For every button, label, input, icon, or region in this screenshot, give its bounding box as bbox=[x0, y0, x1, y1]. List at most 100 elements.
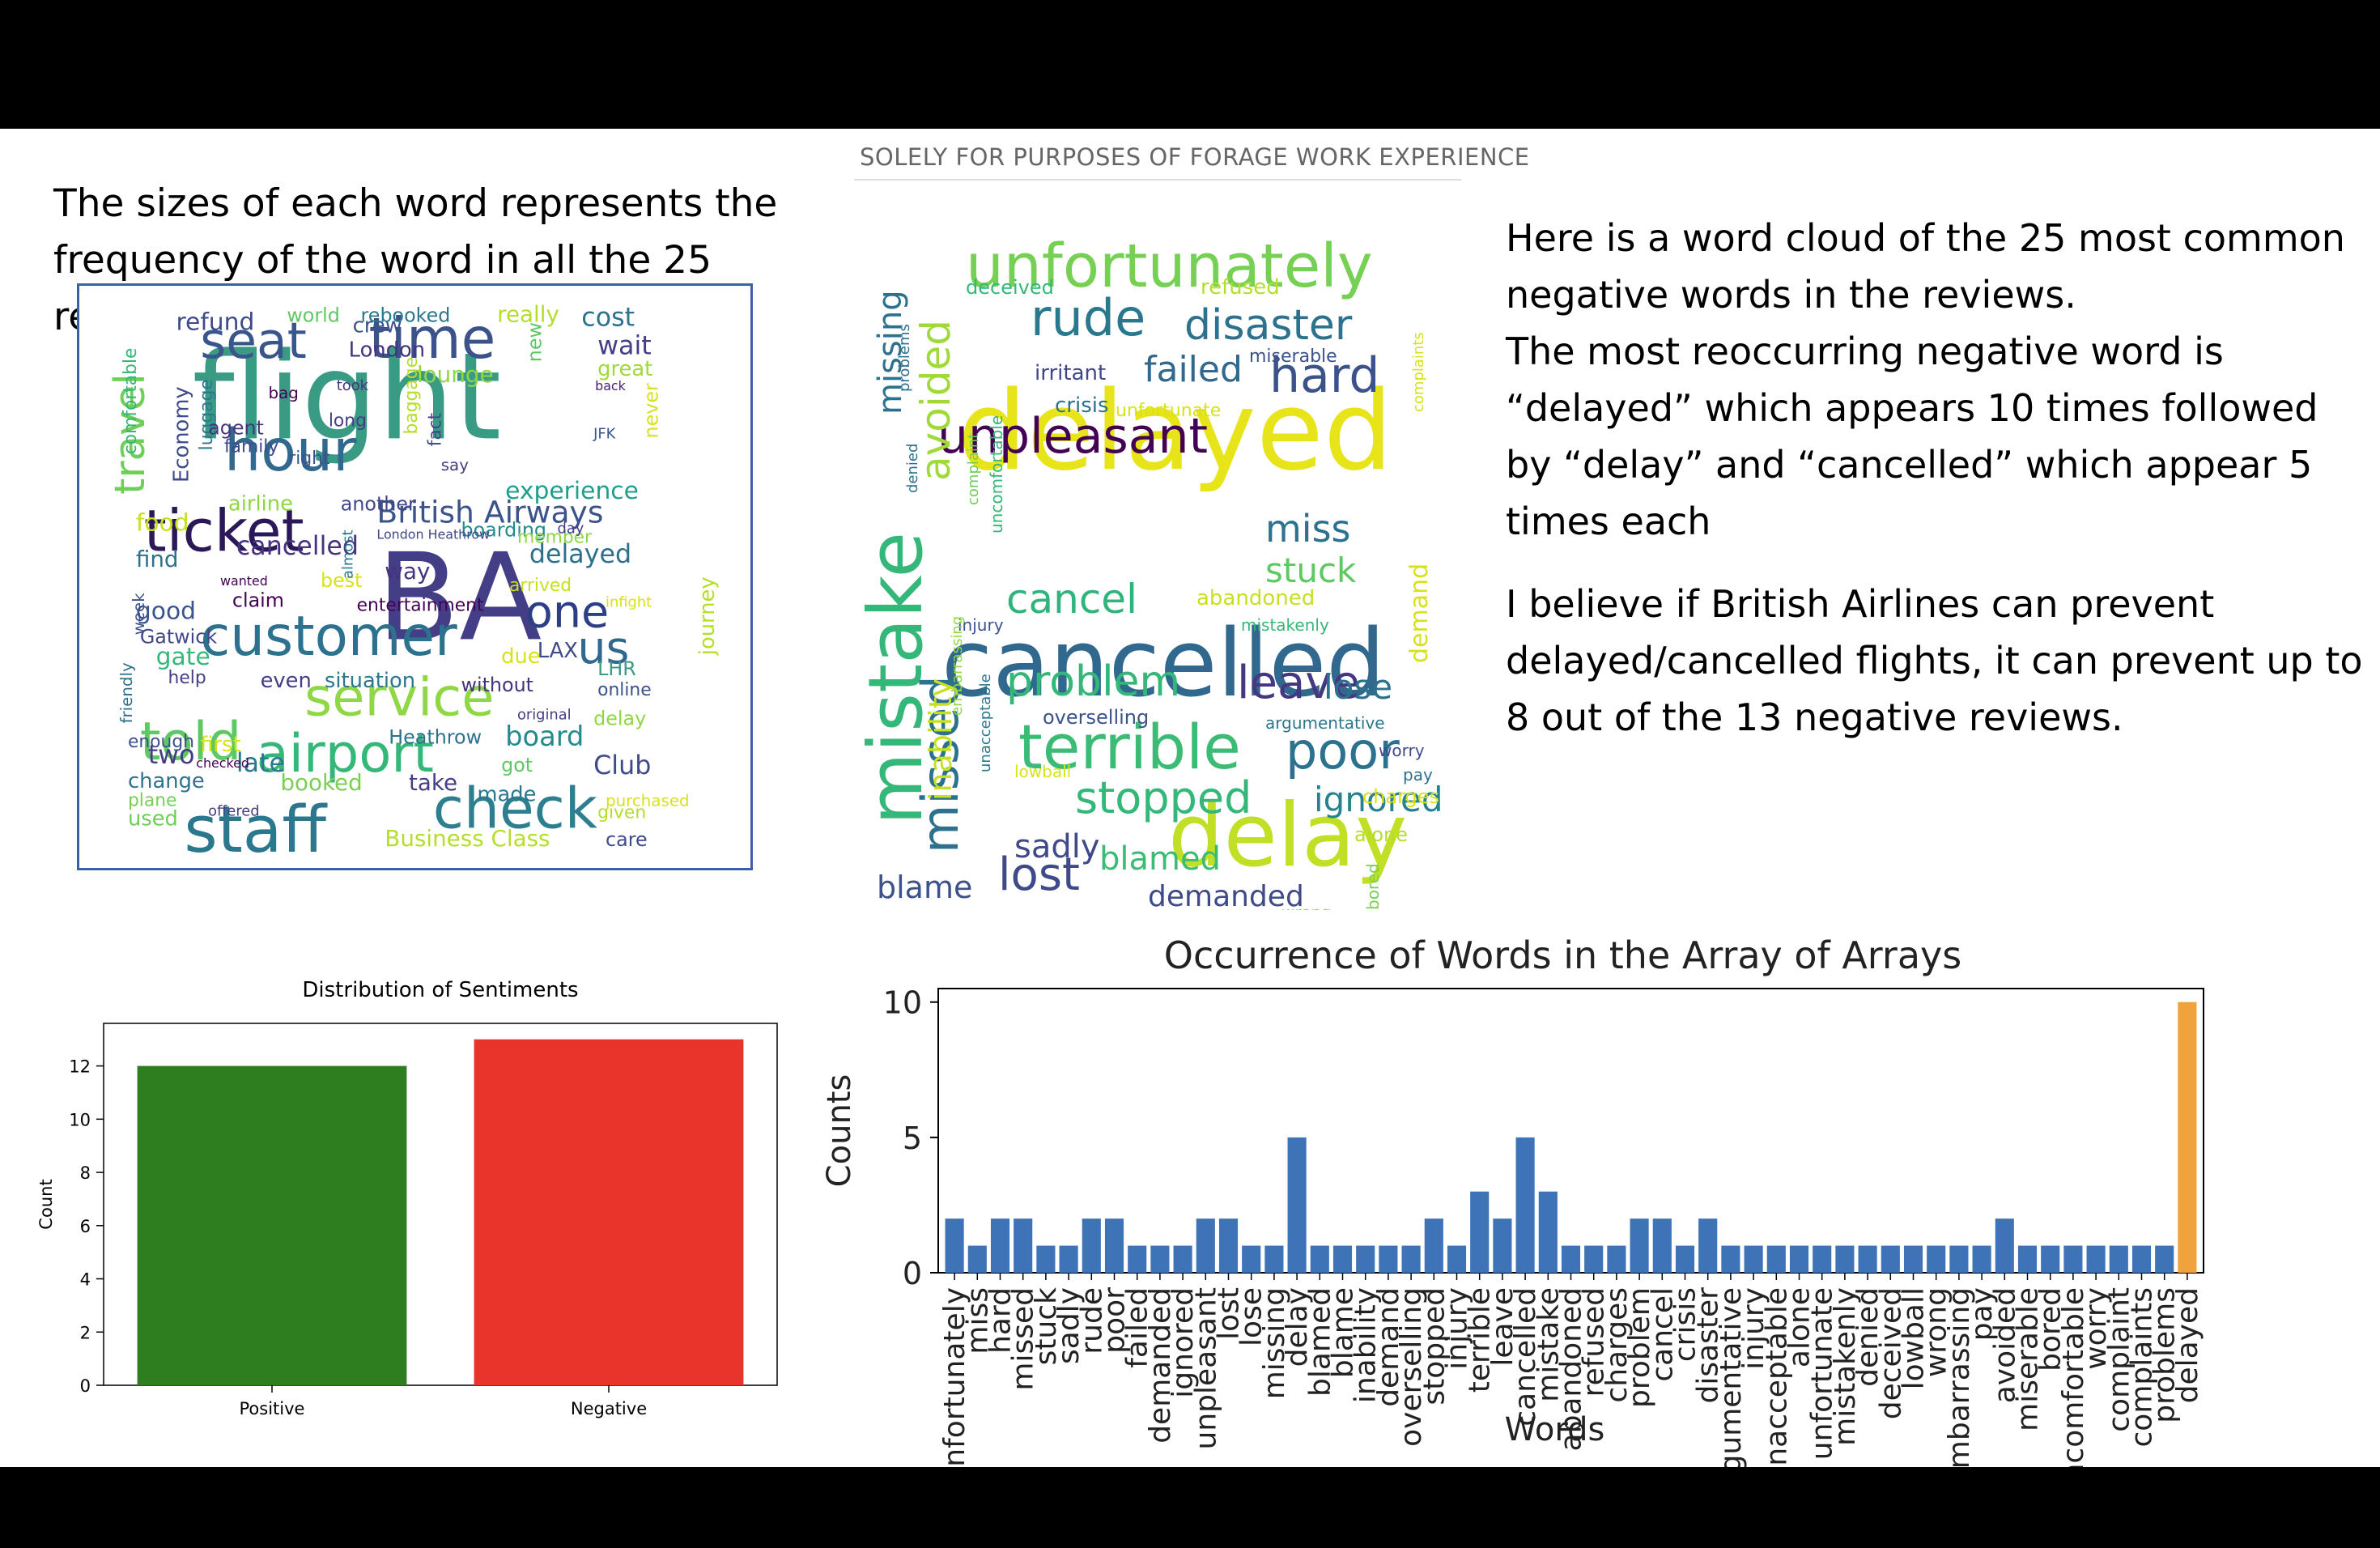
word-bar-demanded bbox=[1150, 1245, 1170, 1273]
word-bar-delayed bbox=[2178, 1002, 2197, 1273]
cloud-all-word-great: great bbox=[597, 357, 652, 381]
word-bar-miss bbox=[967, 1245, 987, 1273]
word-xtick-label-cancel: cancel bbox=[1646, 1287, 1679, 1382]
cloud-all-word-checked: checked bbox=[196, 755, 249, 771]
cloud-all-word-world: world bbox=[287, 304, 340, 327]
word-xtick-label-miss: miss bbox=[961, 1287, 994, 1354]
cloud-all-word-service: service bbox=[304, 667, 494, 729]
word-bar-missed bbox=[1014, 1218, 1033, 1273]
cloud-all-word-got: got bbox=[501, 754, 533, 776]
cloud-neg-word-stuck: stuck bbox=[1265, 551, 1357, 590]
cloud-all-word-late: late bbox=[236, 749, 285, 778]
cloud-all-word-journey: journey bbox=[695, 576, 720, 656]
cloud-all-word-agent: agent bbox=[208, 416, 264, 439]
word-xtick-label-abandoned: abandoned bbox=[1555, 1287, 1588, 1451]
word-bar-charges bbox=[1607, 1245, 1626, 1273]
cloud-neg-word-bored: bored bbox=[1363, 863, 1383, 910]
word-xtick-label-mistake: mistake bbox=[1532, 1287, 1565, 1402]
sentiment-ylabel: Count bbox=[36, 1179, 56, 1229]
cloud-all-word-first: first bbox=[200, 733, 240, 757]
word-xtick-label-failed: failed bbox=[1121, 1287, 1154, 1368]
cloud-all-word-due: due bbox=[501, 644, 541, 669]
word-xtick-label-refused: refused bbox=[1578, 1287, 1611, 1397]
cloud-all-word-london-heathrow: London Heathrow bbox=[376, 526, 490, 542]
sentiment-ytick-label: 0 bbox=[80, 1376, 91, 1396]
cloud-neg-word-mistakenly: mistakenly bbox=[1241, 615, 1329, 635]
word-bar-denied bbox=[1858, 1245, 1877, 1273]
word-bar-terrible bbox=[1470, 1191, 1490, 1273]
word-occurrence-svg: Occurrence of Words in the Array of Arra… bbox=[821, 933, 2204, 1467]
cloud-neg-word-demand: demand bbox=[1405, 563, 1434, 663]
cloud-neg-word-irritant: irritant bbox=[1035, 361, 1106, 385]
wordcloud-negative-words-canvas: delayedcancelledmistakedelayunfortunatel… bbox=[861, 232, 1443, 910]
word-bar-bored bbox=[2041, 1245, 2060, 1273]
word-bar-blame bbox=[1332, 1245, 1353, 1273]
cloud-all-word-new: new bbox=[524, 322, 546, 362]
word-bar-unacceptable bbox=[1766, 1245, 1786, 1273]
cloud-all-word-entertainment: entertainment bbox=[357, 596, 484, 616]
word-bar-delay bbox=[1287, 1137, 1307, 1273]
cloud-all-word-delay: delay bbox=[593, 707, 646, 729]
word-bar-problems bbox=[2155, 1245, 2174, 1273]
word-xtick-label-disaster: disaster bbox=[1692, 1287, 1725, 1404]
cloud-all-word-jfk: JFK bbox=[593, 425, 617, 442]
cloud-neg-word-refused: refused bbox=[1201, 275, 1280, 300]
cloud-neg-word-failed: failed bbox=[1144, 349, 1243, 390]
cloud-neg-word-problems: problems bbox=[896, 324, 913, 392]
word-bar-leave bbox=[1493, 1218, 1512, 1273]
word-xtick-label-uncomfortable: uncomfortable bbox=[2057, 1287, 2090, 1467]
cloud-all-word-british-airways: British Airways bbox=[376, 495, 603, 530]
word-bar-lose bbox=[1242, 1245, 1261, 1273]
cloud-all-word-family: family bbox=[224, 436, 278, 457]
cloud-neg-word-sadly: sadly bbox=[1014, 828, 1100, 865]
cloud-all-word-best: best bbox=[321, 569, 362, 592]
word-occurrence-title: Occurrence of Words in the Array of Arra… bbox=[1164, 933, 1961, 977]
cloud-all-word-airport: airport bbox=[257, 723, 434, 785]
cloud-neg-word-blamed: blamed bbox=[1099, 840, 1221, 878]
cloud-all-word-without: without bbox=[461, 674, 533, 696]
word-xtick-label-blamed: blamed bbox=[1303, 1287, 1337, 1397]
cloud-neg-word-rude: rude bbox=[1031, 288, 1145, 347]
word-bar-wrong bbox=[1927, 1245, 1946, 1273]
word-xtick-label-demand: demand bbox=[1372, 1287, 1405, 1407]
word-xtick-label-unacceptable: unacceptable bbox=[1760, 1287, 1793, 1467]
cloud-neg-word-complaints: complaints bbox=[1410, 332, 1427, 412]
word-bar-ignored bbox=[1173, 1245, 1192, 1273]
word-xtick-label-missed: missed bbox=[1007, 1287, 1040, 1391]
word-xtick-label-unpleasant: unpleasant bbox=[1189, 1287, 1222, 1449]
word-bar-lost bbox=[1218, 1218, 1239, 1273]
paragraph-recommendation: I believe if British Airlines can preven… bbox=[1506, 582, 2363, 739]
cloud-neg-word-missed: missed bbox=[911, 675, 970, 853]
word-xtick-label-poor: poor bbox=[1099, 1287, 1132, 1354]
sentiment-plot-frame bbox=[103, 1023, 778, 1386]
word-bar-rude bbox=[1082, 1218, 1101, 1273]
word-bar-argumentative bbox=[1721, 1245, 1740, 1273]
cloud-all-word-business-class: Business Class bbox=[385, 825, 550, 852]
cloud-neg-word-disaster: disaster bbox=[1184, 301, 1353, 350]
word-xtick-label-hard: hard bbox=[984, 1287, 1018, 1354]
cloud-neg-word-missing: missing bbox=[872, 290, 909, 415]
cloud-all-word-say: say bbox=[441, 456, 469, 474]
word-xtick-label-delayed: delayed bbox=[2171, 1287, 2204, 1403]
word-xtick-label-embarrassing: embarrassing bbox=[1943, 1287, 1976, 1467]
cloud-neg-word-pay: pay bbox=[1403, 765, 1433, 785]
word-bar-lowball bbox=[1903, 1245, 1923, 1273]
cloud-all-word-care: care bbox=[606, 828, 648, 851]
word-bar-demand bbox=[1379, 1245, 1398, 1273]
word-bar-unfortunately bbox=[945, 1218, 964, 1273]
word-bar-hard bbox=[990, 1218, 1010, 1273]
cloud-neg-word-miserable: miserable bbox=[1249, 347, 1337, 367]
cloud-all-word-took: took bbox=[337, 377, 369, 394]
cloud-neg-word-hard: hard bbox=[1269, 347, 1380, 404]
word-xtick-label-terrible: terrible bbox=[1464, 1287, 1497, 1393]
cloud-all-word-check: check bbox=[433, 776, 597, 841]
slide: The sizes of each word represents the fr… bbox=[0, 129, 2380, 1467]
cloud-neg-word-avoided: avoided bbox=[912, 320, 959, 481]
word-xtick-label-ignored: ignored bbox=[1167, 1287, 1200, 1398]
paragraph-most-common: The most reoccurring negative word is “d… bbox=[1506, 330, 2318, 543]
cloud-all-word-fact: fact bbox=[426, 412, 446, 446]
word-occurrence-chart: Occurrence of Words in the Array of Arra… bbox=[810, 793, 2380, 1467]
word-xtick-label-missing: missing bbox=[1258, 1287, 1291, 1399]
cloud-all-word-long: long bbox=[329, 411, 367, 432]
